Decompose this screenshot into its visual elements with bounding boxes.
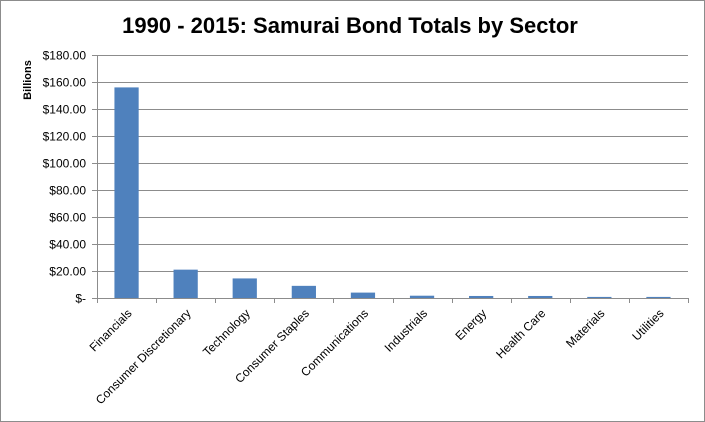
x-tick-label: Financials [87, 306, 135, 354]
bar [114, 87, 139, 299]
bar [646, 296, 671, 298]
bar [409, 295, 435, 298]
bar [291, 285, 316, 298]
x-tick-label: Consumer Discretionary [93, 306, 194, 407]
y-tick-label: $20.00 [49, 265, 86, 279]
x-tick-label: Energy [452, 306, 489, 343]
y-axis-label: Billions [22, 60, 34, 100]
x-tick-label: Industrials [382, 306, 431, 355]
y-tick-label: $60.00 [49, 211, 86, 225]
x-tick-label: Utilities [629, 306, 666, 343]
y-tick-label: $120.00 [43, 130, 87, 144]
chart-title: 1990 - 2015: Samurai Bond Totals by Sect… [122, 13, 578, 38]
gridlines [97, 55, 688, 272]
y-tick-label: $40.00 [49, 238, 86, 252]
y-tick-label: $- [75, 292, 86, 306]
bar [350, 292, 376, 298]
y-tick-label: $140.00 [43, 103, 87, 117]
x-tick-label: Technology [200, 306, 253, 359]
bar [232, 278, 257, 298]
y-tick-label: $160.00 [43, 76, 87, 90]
axes [92, 55, 689, 303]
bar [173, 269, 198, 298]
y-tick-label: $180.00 [43, 49, 87, 63]
bar [587, 296, 612, 298]
bars [114, 87, 671, 299]
x-tick-label: Materials [563, 306, 607, 350]
x-tick-label: Health Care [493, 306, 548, 361]
y-tick-label: $100.00 [43, 157, 87, 171]
bar [469, 295, 494, 298]
bar [528, 295, 553, 298]
y-tick-label: $80.00 [49, 184, 86, 198]
y-tick-labels: $- $20.00 $40.00 $60.00 $80.00 $100.00 $120.00… [43, 49, 87, 306]
